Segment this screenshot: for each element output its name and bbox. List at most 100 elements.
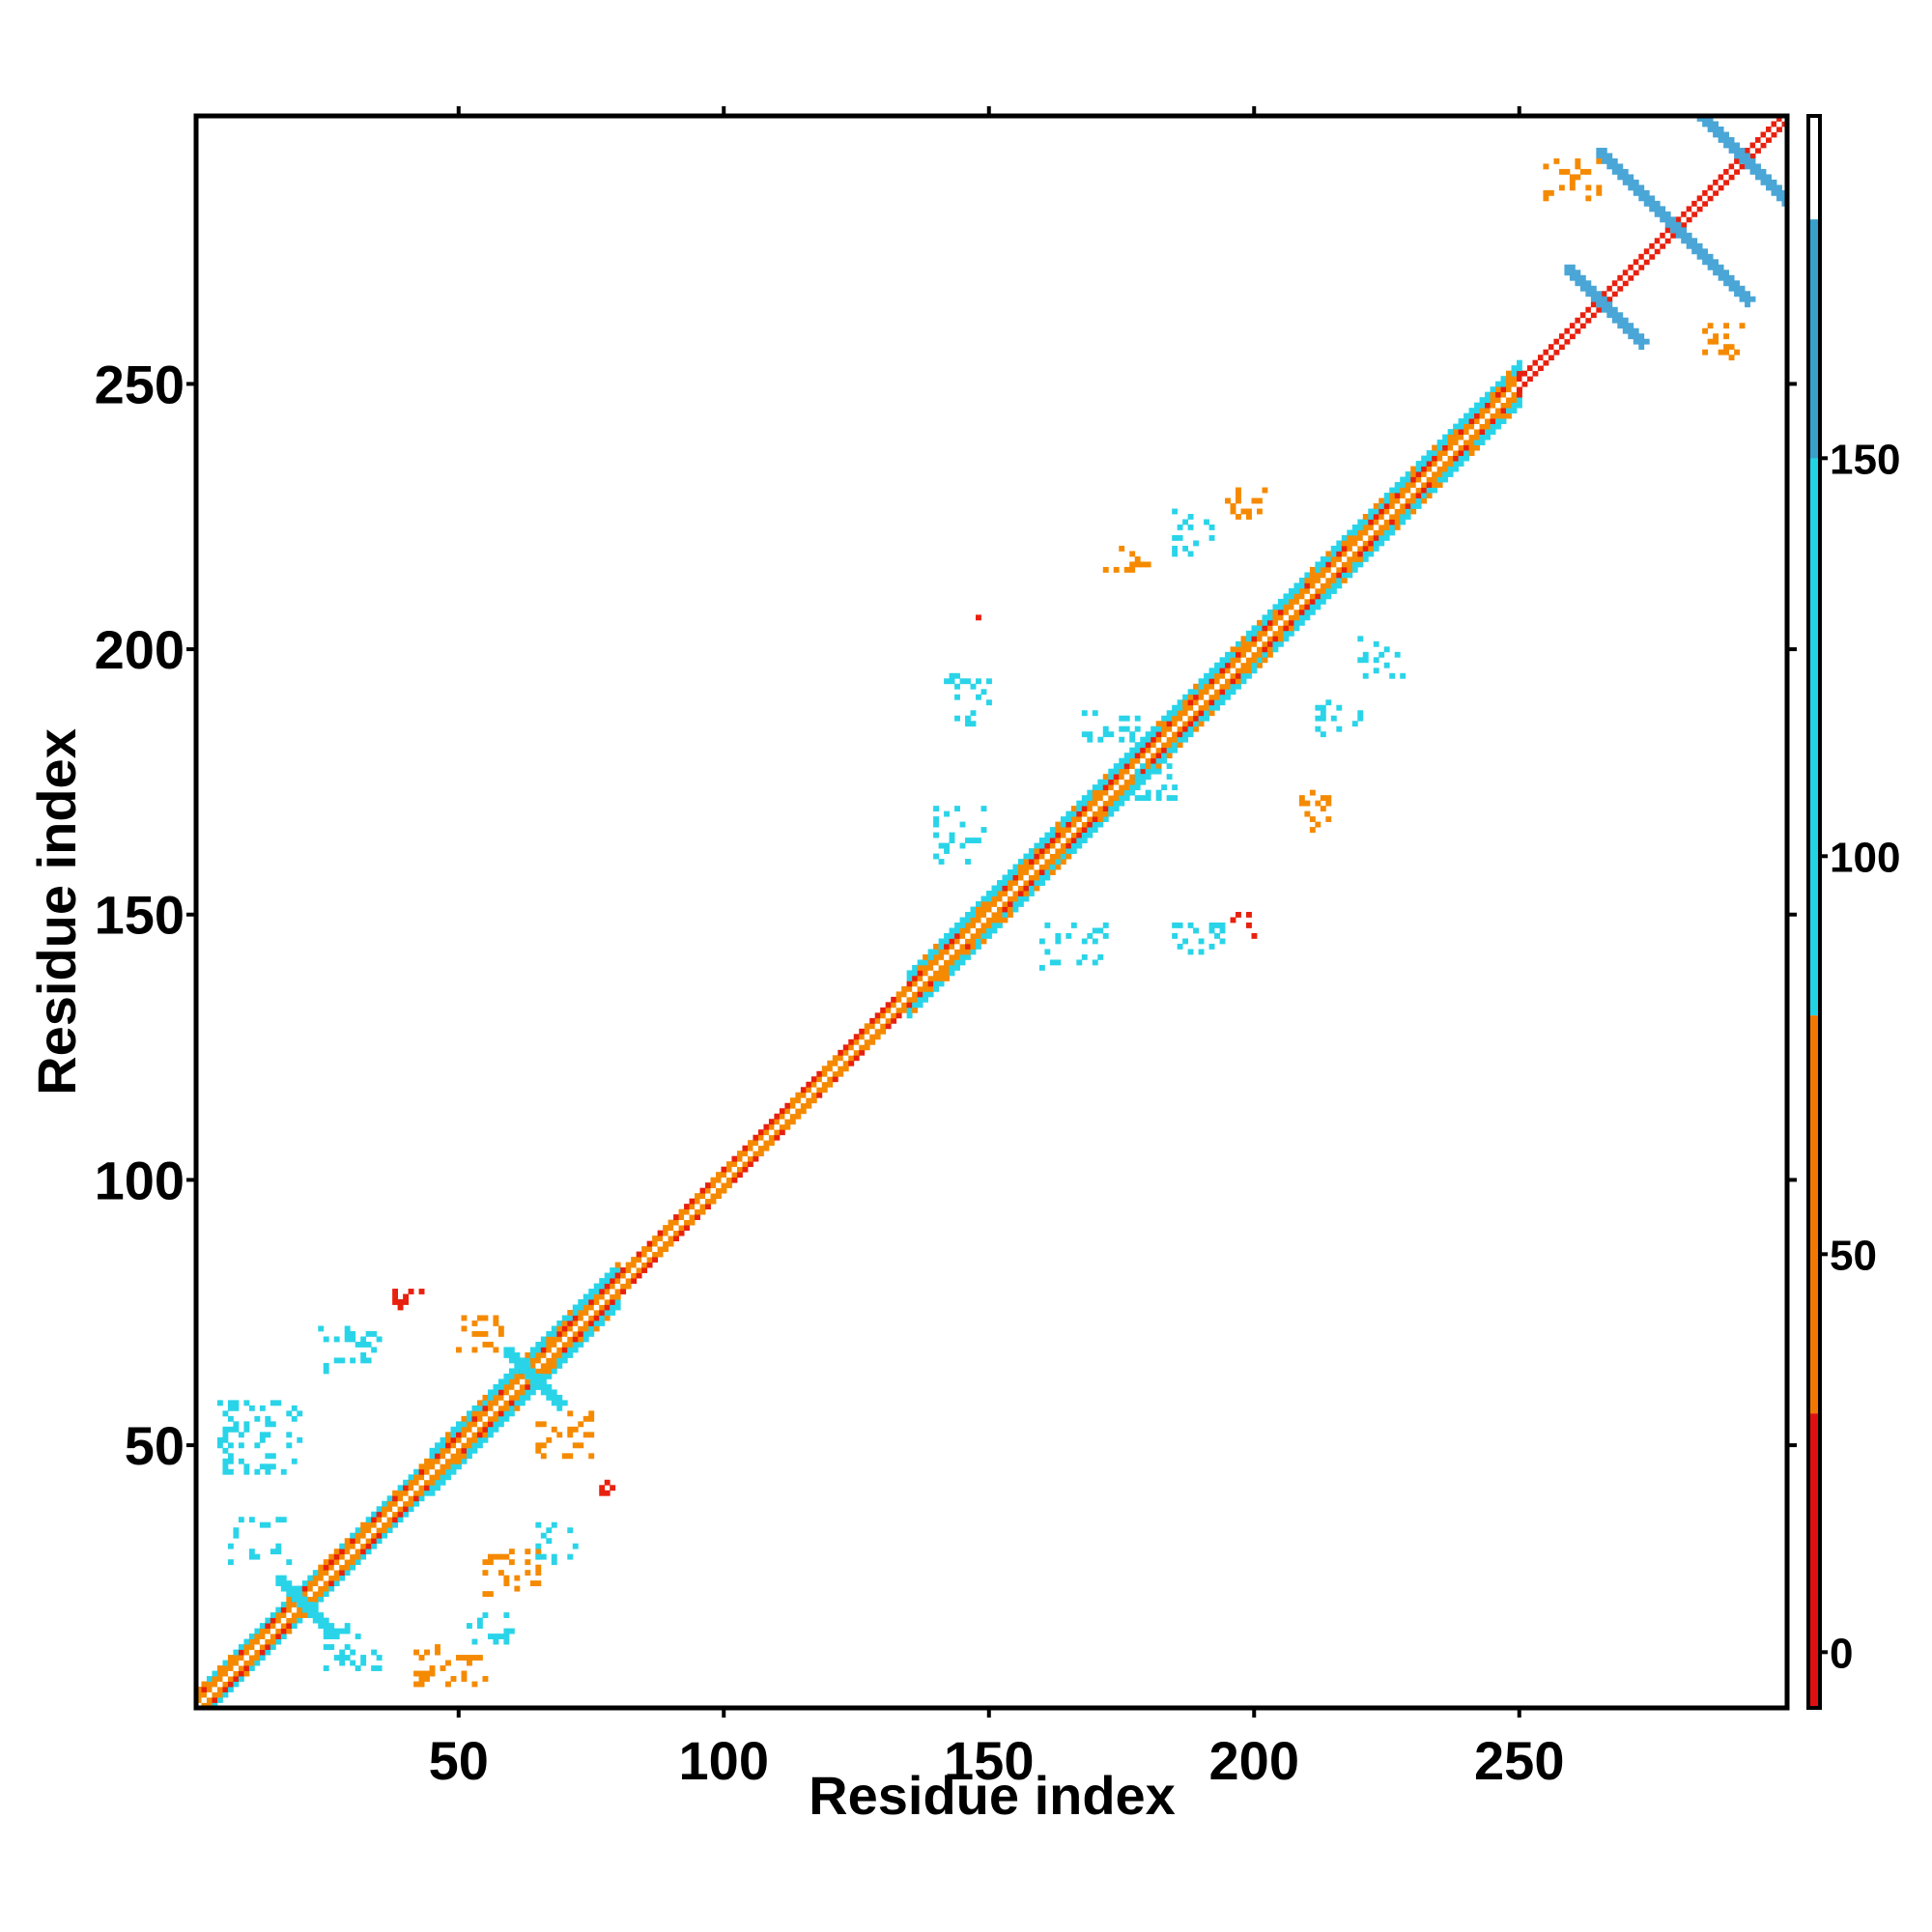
heatmap-cell <box>535 1357 542 1364</box>
heatmap-cell <box>1362 519 1369 526</box>
heatmap-cell <box>1696 200 1703 207</box>
heatmap-cell <box>1479 412 1486 419</box>
heatmap-cell <box>1776 116 1782 122</box>
heatmap-cell <box>1219 699 1226 706</box>
heatmap-cell <box>1389 497 1396 504</box>
heatmap-cell <box>339 1628 346 1634</box>
heatmap-cell <box>471 1655 478 1661</box>
heatmap-cell <box>1134 779 1141 785</box>
heatmap-cell <box>514 1351 521 1358</box>
heatmap-cell <box>980 806 987 812</box>
heatmap-cell <box>1347 551 1353 557</box>
heatmap-cell <box>657 1236 664 1241</box>
heatmap-cell <box>604 1272 611 1279</box>
heatmap-cell <box>646 1251 653 1258</box>
heatmap-cell <box>1776 126 1782 132</box>
heatmap-cell <box>678 1230 685 1236</box>
heatmap-cell <box>816 1081 823 1088</box>
heatmap-cell <box>1766 185 1772 191</box>
heatmap-cell <box>1432 455 1438 462</box>
heatmap-cell <box>789 1097 796 1104</box>
heatmap-cell <box>1070 816 1077 823</box>
heatmap-cell <box>508 1357 515 1364</box>
heatmap-cell <box>959 938 966 945</box>
heatmap-cell <box>1151 736 1157 743</box>
heatmap-cell <box>1633 189 1639 196</box>
heatmap-cell <box>1087 816 1094 823</box>
heatmap-cell <box>307 1580 314 1587</box>
heatmap-cell <box>413 1500 419 1507</box>
heatmap-cell <box>1415 461 1422 467</box>
heatmap-cell <box>376 1655 383 1661</box>
heatmap-cell <box>1230 657 1236 664</box>
heatmap-cell <box>912 991 919 998</box>
heatmap-cell <box>1347 529 1353 536</box>
heatmap-cell <box>1558 185 1565 191</box>
heatmap-cell <box>1373 508 1379 515</box>
heatmap-cell <box>1145 789 1151 796</box>
heatmap-cell <box>1713 264 1719 270</box>
heatmap-cell <box>695 1208 700 1215</box>
heatmap-cell <box>280 1517 287 1523</box>
heatmap-cell <box>1166 795 1173 802</box>
heatmap-cell <box>954 806 960 812</box>
heatmap-cell <box>1442 466 1449 472</box>
heatmap-cell <box>286 1606 293 1613</box>
heatmap-cell <box>1633 270 1639 276</box>
heatmap-cell <box>238 1517 244 1523</box>
heatmap-cell <box>227 1468 234 1475</box>
heatmap-cell <box>259 1649 266 1656</box>
heatmap-cell <box>350 1559 356 1566</box>
heatmap-cell <box>567 1347 574 1353</box>
heatmap-cell <box>339 1553 346 1560</box>
heatmap-cell <box>275 1543 282 1549</box>
heatmap-cell <box>1436 476 1443 483</box>
heatmap-cell <box>588 1325 595 1332</box>
heatmap-cell <box>779 1108 785 1115</box>
heatmap-cell <box>487 1341 494 1348</box>
heatmap-cell <box>1272 609 1279 615</box>
heatmap-cell <box>551 1553 557 1560</box>
heatmap-cell <box>838 1060 844 1066</box>
heatmap-cell <box>1474 429 1480 435</box>
heatmap-cell <box>1442 450 1449 456</box>
heatmap-cell <box>1463 434 1469 440</box>
heatmap-cell <box>1266 636 1273 642</box>
heatmap-cell <box>1055 827 1062 833</box>
heatmap-cell <box>1400 476 1406 483</box>
heatmap-cell <box>270 1453 276 1460</box>
heatmap-cell <box>1119 768 1125 775</box>
heatmap-cell <box>1394 497 1401 504</box>
heatmap-cell <box>1055 938 1062 945</box>
heatmap-cell <box>233 1532 240 1539</box>
heatmap-cell <box>546 1394 553 1401</box>
heatmap-cell <box>339 1570 346 1577</box>
heatmap-cell <box>965 838 971 843</box>
heatmap-cell <box>503 1351 510 1358</box>
heatmap-cell <box>1405 493 1411 498</box>
heatmap-cell <box>980 895 987 902</box>
heatmap-cell <box>927 949 934 955</box>
heatmap-cell <box>508 1368 515 1375</box>
heatmap-cell <box>1755 174 1761 181</box>
heatmap-cell <box>976 614 981 621</box>
heatmap-cell <box>1664 232 1671 239</box>
heatmap-cell <box>487 1415 494 1422</box>
heatmap-cell <box>1521 370 1528 377</box>
heatmap-cell <box>487 1405 494 1411</box>
heatmap-cell <box>980 938 987 945</box>
heatmap-cell <box>1023 874 1030 881</box>
heatmap-cell <box>1347 561 1353 568</box>
heatmap-cell <box>435 1649 440 1656</box>
heatmap-cell <box>1421 482 1428 488</box>
heatmap-cell <box>885 1017 892 1024</box>
heatmap-cell <box>1713 185 1719 191</box>
heatmap-cell <box>1007 880 1013 886</box>
heatmap-cell <box>265 1521 271 1528</box>
heatmap-cell <box>1643 189 1650 196</box>
heatmap-cell <box>806 1087 812 1094</box>
heatmap-cell <box>1240 646 1247 653</box>
heatmap-cell <box>1236 493 1241 498</box>
heatmap-cell <box>731 1166 738 1173</box>
heatmap-cell <box>551 1357 557 1364</box>
